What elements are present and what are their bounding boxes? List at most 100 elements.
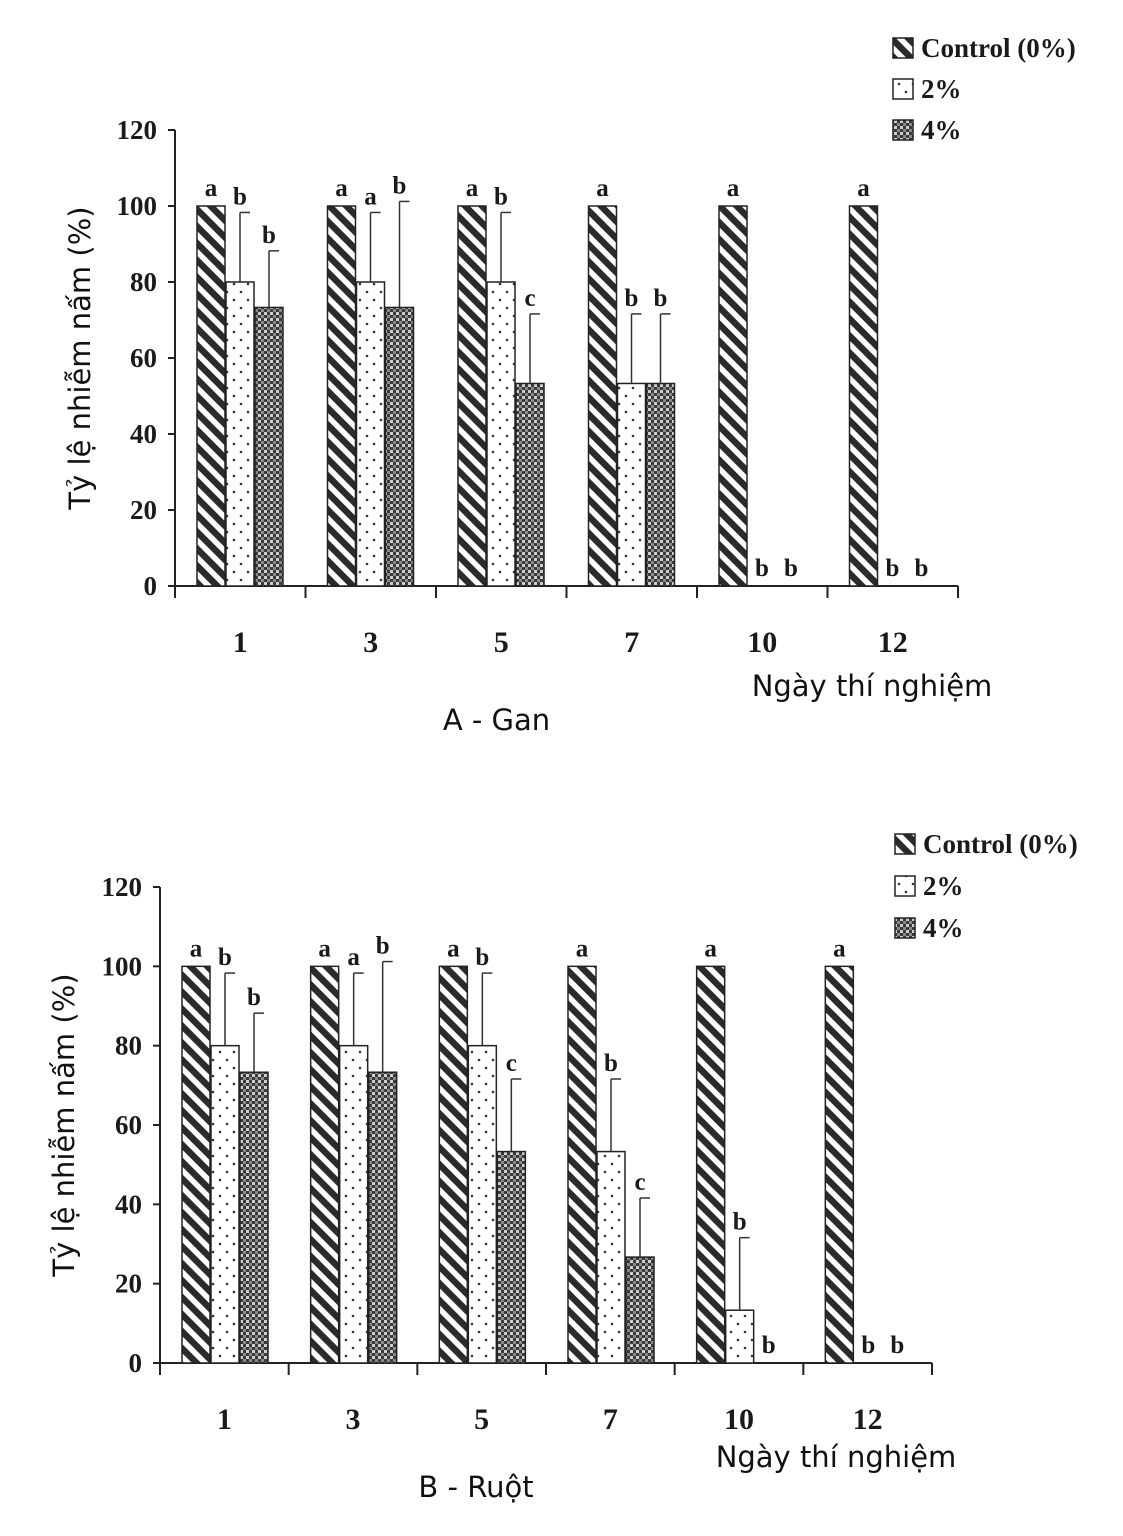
x-tick-label: 10 bbox=[724, 1403, 754, 1436]
bar bbox=[326, 205, 357, 587]
bar bbox=[625, 1256, 655, 1364]
legend-label: 4% bbox=[923, 913, 964, 943]
significance-letter: b bbox=[755, 555, 769, 582]
significance-letter: c bbox=[506, 1050, 517, 1077]
legend-swatch bbox=[892, 119, 914, 141]
bar bbox=[438, 965, 469, 1364]
significance-letter: b bbox=[376, 933, 390, 960]
y-tick-label: 0 bbox=[144, 571, 158, 601]
legend-swatch bbox=[892, 78, 914, 100]
y-tick-label: 80 bbox=[130, 267, 157, 297]
significance-letter: a bbox=[190, 935, 203, 962]
bar bbox=[724, 1309, 755, 1364]
significance-letter: b bbox=[262, 222, 276, 249]
y-tick-label: 40 bbox=[130, 419, 157, 449]
y-axis-label: Tỷ lệ nhiễm nấm (%) bbox=[47, 973, 81, 1277]
legend-label: Control (0%) bbox=[921, 33, 1076, 63]
y-tick-label: 0 bbox=[129, 1348, 143, 1378]
x-tick-label: 3 bbox=[346, 1403, 361, 1436]
bar bbox=[467, 1044, 498, 1364]
significance-letter: a bbox=[466, 175, 479, 202]
significance-letter: b bbox=[733, 1209, 747, 1236]
bar bbox=[457, 205, 487, 587]
legend-label: 2% bbox=[921, 74, 962, 104]
bar bbox=[596, 1150, 626, 1364]
bar bbox=[496, 1150, 527, 1364]
x-tick-label: 12 bbox=[853, 1403, 883, 1436]
legend-label: 2% bbox=[923, 871, 964, 901]
significance-letter: b bbox=[890, 1332, 904, 1359]
y-tick-label: 120 bbox=[117, 115, 158, 145]
y-tick-label: 100 bbox=[117, 191, 158, 221]
x-tick-label: 1 bbox=[233, 626, 248, 659]
x-tick-label: 12 bbox=[878, 626, 908, 659]
y-tick-label: 40 bbox=[115, 1189, 142, 1219]
bar bbox=[587, 205, 618, 587]
bar bbox=[645, 382, 676, 587]
significance-letter: a bbox=[576, 935, 589, 962]
bar bbox=[210, 1044, 240, 1364]
y-tick-label: 100 bbox=[102, 951, 143, 981]
y-axis-label: Tỷ lệ nhiễm nấm (%) bbox=[63, 206, 97, 510]
bar bbox=[309, 965, 340, 1364]
bar bbox=[384, 306, 415, 587]
y-tick-label: 20 bbox=[130, 495, 157, 525]
x-tick-label: 3 bbox=[363, 626, 378, 659]
significance-letter: a bbox=[596, 175, 609, 202]
significance-letter: a bbox=[727, 175, 740, 202]
x-tick-label: 5 bbox=[494, 626, 509, 659]
significance-letter: a bbox=[364, 183, 377, 210]
x-tick-label: 7 bbox=[603, 1403, 618, 1436]
bar bbox=[695, 965, 726, 1364]
y-tick-label: 120 bbox=[102, 872, 143, 902]
bar bbox=[616, 382, 647, 587]
x-tick-label: 7 bbox=[624, 626, 639, 659]
bar bbox=[239, 1071, 269, 1364]
significance-letter: b bbox=[494, 183, 508, 210]
significance-letter: a bbox=[347, 944, 360, 971]
significance-letter: b bbox=[625, 285, 639, 312]
significance-letter: b bbox=[654, 285, 668, 312]
legend-swatch bbox=[894, 917, 916, 939]
legend-label: 4% bbox=[921, 115, 962, 145]
significance-letter: c bbox=[524, 285, 535, 312]
y-tick-label: 80 bbox=[115, 1031, 142, 1061]
x-tick-label: 1 bbox=[217, 1403, 232, 1436]
significance-letter: b bbox=[886, 555, 900, 582]
significance-letter: c bbox=[634, 1169, 645, 1196]
bar bbox=[367, 1071, 398, 1364]
significance-letter: b bbox=[233, 183, 247, 210]
bar bbox=[338, 1044, 369, 1364]
panel-caption: B - Ruột bbox=[418, 1470, 533, 1504]
bar bbox=[567, 965, 597, 1364]
bar bbox=[355, 281, 386, 587]
significance-letter: b bbox=[247, 984, 261, 1011]
significance-letter: b bbox=[604, 1050, 618, 1077]
significance-letter: a bbox=[447, 935, 460, 962]
bar bbox=[486, 281, 516, 587]
legend-label: Control (0%) bbox=[923, 829, 1078, 859]
bar bbox=[225, 281, 255, 587]
significance-letter: b bbox=[784, 555, 798, 582]
x-axis-label: Ngày thí nghiệm bbox=[752, 669, 993, 703]
legend-swatch bbox=[892, 37, 914, 59]
x-tick-label: 10 bbox=[747, 626, 777, 659]
significance-letter: a bbox=[205, 175, 218, 202]
y-tick-label: 60 bbox=[130, 343, 157, 373]
significance-letter: b bbox=[475, 944, 489, 971]
significance-letter: b bbox=[218, 944, 232, 971]
panel-caption: A - Gan bbox=[443, 703, 550, 737]
significance-letter: a bbox=[857, 175, 870, 202]
bar bbox=[824, 965, 855, 1364]
significance-letter: a bbox=[833, 935, 846, 962]
bar bbox=[181, 965, 211, 1364]
significance-letter: b bbox=[393, 172, 407, 199]
bar bbox=[848, 205, 879, 587]
significance-letter: b bbox=[762, 1332, 776, 1359]
x-axis-label: Ngày thí nghiệm bbox=[716, 1440, 957, 1474]
legend-swatch bbox=[894, 875, 916, 897]
legend-swatch bbox=[894, 833, 916, 855]
